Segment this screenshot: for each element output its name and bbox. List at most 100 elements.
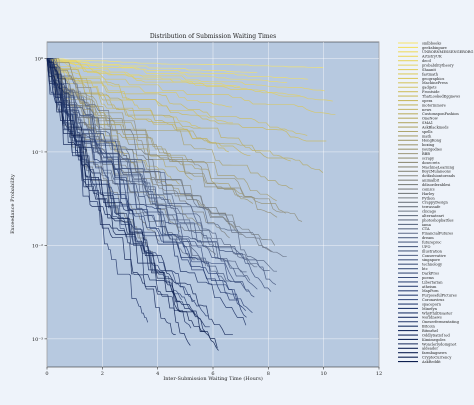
legend-label: HongKong — [422, 139, 442, 143]
legend-label: Libertarian — [422, 280, 443, 284]
series-line — [46, 58, 196, 301]
series-line — [46, 58, 288, 84]
legend-label: terrassafe — [422, 205, 440, 209]
series-line — [47, 58, 308, 136]
legend-label: Bitcoin — [422, 325, 436, 329]
legend-label: OneNow — [422, 117, 439, 121]
y-tick-label: 10⁻² — [32, 243, 43, 249]
legend-label: boxing — [422, 143, 435, 147]
legend-label: MapPorn — [422, 289, 439, 293]
legend-label: decd — [422, 59, 431, 63]
legend-label: Oneserfermentating — [422, 320, 460, 324]
legend-label: gadgets — [422, 86, 437, 90]
series-line — [46, 58, 232, 108]
series-line — [46, 58, 277, 285]
x-axis-label: Inter-Submission Waiting Time (Hours) — [163, 375, 263, 382]
axes: 0 2 4 6 8 10 12 10⁰ 10⁻¹ 10⁻² 10⁻³ — [32, 56, 382, 377]
legend-label: Frontside — [422, 90, 440, 94]
series-line — [46, 58, 327, 142]
legend-label: spells — [422, 130, 433, 134]
series-line — [46, 58, 210, 328]
series-line — [46, 58, 149, 323]
legend-label: BBB — [422, 152, 430, 156]
series-line — [47, 58, 324, 68]
legend-label: SMA1 — [422, 121, 433, 125]
series-line — [46, 58, 303, 222]
legend-label: UNBORNMESSENGERORG — [422, 50, 473, 54]
legend-label: Harley — [422, 192, 435, 196]
legend-label: Python — [422, 196, 435, 200]
x-tick-label: 10 — [320, 371, 326, 377]
legend-label: aldeador — [422, 347, 438, 351]
legend-label: Shaanit — [422, 68, 437, 72]
x-tick-label: 2 — [101, 371, 104, 377]
series-line — [46, 58, 325, 92]
legend-label: WhyPhilDisaster — [422, 311, 453, 315]
legend-label: MachineLearning — [422, 165, 455, 169]
legend-label: AskReddit — [421, 360, 441, 364]
grid — [46, 42, 380, 367]
series-line — [46, 58, 209, 317]
legend-label: DarkPros — [422, 271, 439, 275]
series-line — [46, 58, 183, 301]
series-line — [47, 58, 247, 326]
chart-title: Distribution of Submission Waiting Times — [150, 33, 276, 40]
series-line — [46, 58, 219, 351]
series-line — [46, 58, 258, 290]
legend-label: BoyzMulaneons — [422, 170, 451, 174]
series-line — [46, 58, 251, 281]
x-tick-label: 8 — [267, 371, 270, 377]
series-line — [47, 58, 278, 218]
legend-label: photoshopbattles — [422, 218, 454, 222]
legend-label: math — [422, 134, 432, 138]
series-line — [47, 58, 272, 253]
y-tick-label: 10⁻¹ — [32, 150, 43, 156]
legend-label: alternateart — [422, 214, 444, 218]
series-line — [46, 58, 272, 292]
legend-label: CTA — [422, 227, 430, 231]
legend-label: atheism — [422, 285, 437, 289]
legend-label: probabilitytheory — [422, 64, 455, 68]
series-line — [47, 58, 277, 272]
legend-label: AskBlackmods — [421, 125, 449, 129]
y-tick-label: 10⁰ — [35, 56, 43, 62]
legend-label: ddisorderablesi — [422, 183, 451, 187]
series-line — [46, 58, 276, 246]
legend-label: scrapy — [422, 156, 435, 160]
legend-label: poems — [422, 276, 434, 280]
x-tick-label: 6 — [211, 371, 214, 377]
legend-label: CrappyDesign — [422, 201, 449, 205]
legend-label: ThatLookedEggnews — [422, 94, 460, 98]
legend-label: geeksbinpure — [422, 46, 447, 50]
legend-label: dotfashiontoreads — [422, 174, 455, 178]
series-line — [46, 58, 206, 332]
legend-label: singapore — [422, 258, 440, 262]
legend-label: Coronavirus — [422, 298, 444, 302]
legend-label: CustomsponFashion — [422, 112, 459, 116]
legend-label: geographics — [422, 77, 445, 81]
legend-label: chicago — [422, 210, 436, 214]
series-line — [46, 58, 218, 348]
legend-label: smlbbooks — [422, 41, 442, 45]
x-tick-label: 4 — [156, 371, 159, 377]
legend-label: fastmath — [422, 72, 439, 76]
series-line — [46, 58, 293, 190]
series-line — [46, 58, 291, 162]
legend-label: dream — [422, 236, 434, 240]
series-line — [46, 58, 270, 271]
series-lines — [46, 58, 336, 351]
legend-label: iama — [422, 223, 432, 227]
series-line — [46, 58, 191, 346]
legend-label: Wonclerlydoingnot — [422, 342, 457, 346]
series-line — [46, 58, 277, 202]
legend-label: opera — [422, 99, 433, 103]
legend-label: worldnews — [422, 316, 442, 320]
series-line — [46, 58, 333, 102]
series-line — [47, 58, 176, 335]
legend-label: MachinePress — [422, 81, 448, 85]
series-line — [46, 58, 217, 255]
legend-label: ArtistryUK — [421, 55, 442, 59]
legend-label: spaceporn — [422, 302, 442, 306]
legend-label: illustration — [422, 249, 443, 253]
y-tick-label: 10⁻³ — [32, 337, 43, 343]
